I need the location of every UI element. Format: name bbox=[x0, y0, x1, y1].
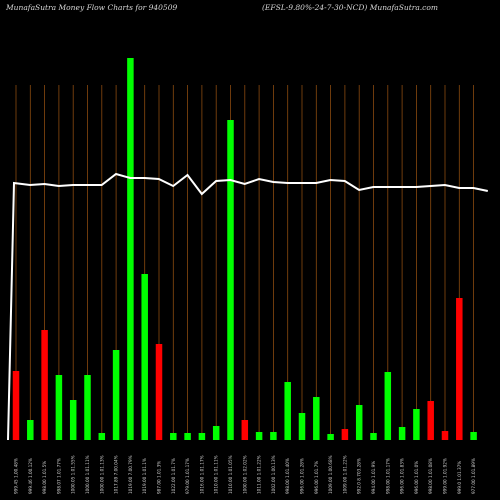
x-tick-label: 999.0 1.01.37% bbox=[457, 461, 462, 494]
bar bbox=[370, 433, 377, 440]
bar bbox=[427, 401, 434, 440]
x-tick-label: 996.00 1.01.83% bbox=[400, 458, 405, 494]
x-tick-label: 987.00 1.01.3% bbox=[157, 461, 162, 494]
bar bbox=[84, 375, 91, 440]
bar bbox=[298, 413, 306, 440]
x-tick-label: 1000.00 1.01.11% bbox=[85, 455, 90, 494]
bar bbox=[413, 409, 420, 440]
bar bbox=[270, 432, 277, 440]
x-tick-label: 1009.00 1.00.68% bbox=[328, 455, 333, 494]
grid-lines bbox=[15, 85, 475, 440]
bar bbox=[155, 344, 163, 440]
x-tick-label: 998.00 1.01.40% bbox=[285, 458, 290, 494]
x-tick-label: 999.00 1.01.92% bbox=[443, 458, 448, 494]
x-tick-label: 979.00 1.01.17% bbox=[185, 458, 190, 494]
bar bbox=[355, 405, 363, 440]
bar bbox=[27, 420, 34, 440]
bar bbox=[398, 427, 406, 440]
x-tick-label: 996.00 1.01.7% bbox=[314, 461, 319, 494]
bar bbox=[98, 433, 106, 440]
bar bbox=[313, 397, 320, 440]
x-tick-label: 1019.00 1.01.1% bbox=[142, 458, 147, 494]
x-tick-label: 1016.00 1.01.17% bbox=[199, 455, 204, 494]
x-tick-label: 1002.00 1.00.13% bbox=[271, 455, 276, 494]
bar bbox=[112, 350, 120, 440]
bar bbox=[241, 420, 249, 440]
price-line bbox=[7, 172, 489, 441]
x-tick-label: 977.00 1.01.89% bbox=[471, 458, 476, 494]
x-tick-label: 999.46 1.00.12% bbox=[28, 458, 33, 494]
bar bbox=[69, 400, 77, 440]
x-tick-label: 1022.00 1.01.7% bbox=[171, 458, 176, 494]
x-tick-label: 1000.05 1.01.55% bbox=[71, 455, 76, 494]
x-tick-label: 998.00 1.01.5% bbox=[42, 461, 47, 494]
x-tick-label: 1000.00 1.02.02% bbox=[242, 455, 247, 494]
chart-title-right: (EFSL-9.80%-24-7-30-NCD) MunafaSutra.com bbox=[262, 3, 438, 12]
bar bbox=[284, 382, 291, 440]
x-axis-ticks: 999.45 1,00.48% 999.46 1.00.12% 998.00 1.0… bbox=[14, 455, 477, 494]
x-tick-label: 1009.00 1.01.22% bbox=[342, 455, 347, 494]
bar bbox=[55, 375, 63, 440]
bar bbox=[327, 434, 334, 440]
x-tick-label: 1011.00 1.01.22% bbox=[257, 455, 262, 494]
x-tick-label: 994.00 1.01.9% bbox=[371, 461, 376, 494]
x-tick-label: 998.00 1.01.17% bbox=[385, 458, 390, 494]
x-tick-label: 996.00 1.01.0% bbox=[414, 461, 419, 494]
price-line-path bbox=[7, 172, 489, 441]
x-tick-label: 999.45 1,00.48% bbox=[14, 458, 19, 494]
bar bbox=[127, 58, 134, 440]
x-tick-label: 996.00 1.01.28% bbox=[300, 458, 305, 494]
bar bbox=[341, 429, 349, 440]
x-tick-label: 1017.89 7.00.04% bbox=[114, 455, 119, 494]
x-tick-label: 1010.00 1.01.11% bbox=[214, 455, 219, 494]
x-tick-label: 1019.00 7.00.79% bbox=[128, 455, 133, 494]
chart-title-left: MunafaSutra Money Flow Charts for 940509 bbox=[5, 3, 177, 12]
bar bbox=[198, 433, 206, 440]
bar bbox=[441, 431, 449, 440]
x-tick-label: 992.0 8.703.28% bbox=[357, 458, 362, 494]
x-tick-label: 1010.00 1.01.05% bbox=[228, 455, 233, 494]
bar bbox=[212, 426, 220, 440]
bar bbox=[384, 372, 392, 440]
bar bbox=[227, 120, 234, 440]
x-tick-label: 1000.00 1.01.13% bbox=[99, 455, 104, 494]
bars bbox=[12, 58, 477, 440]
bar bbox=[170, 433, 177, 440]
x-tick-label: 998.00 1.01.08% bbox=[428, 458, 433, 494]
bar bbox=[141, 274, 148, 440]
bar bbox=[456, 298, 463, 440]
x-tick-label: 998.07 1.01.77% bbox=[56, 458, 61, 494]
bar bbox=[41, 330, 48, 440]
bar bbox=[470, 432, 477, 440]
bar bbox=[184, 433, 191, 440]
bar bbox=[12, 371, 20, 440]
bar bbox=[255, 432, 263, 440]
